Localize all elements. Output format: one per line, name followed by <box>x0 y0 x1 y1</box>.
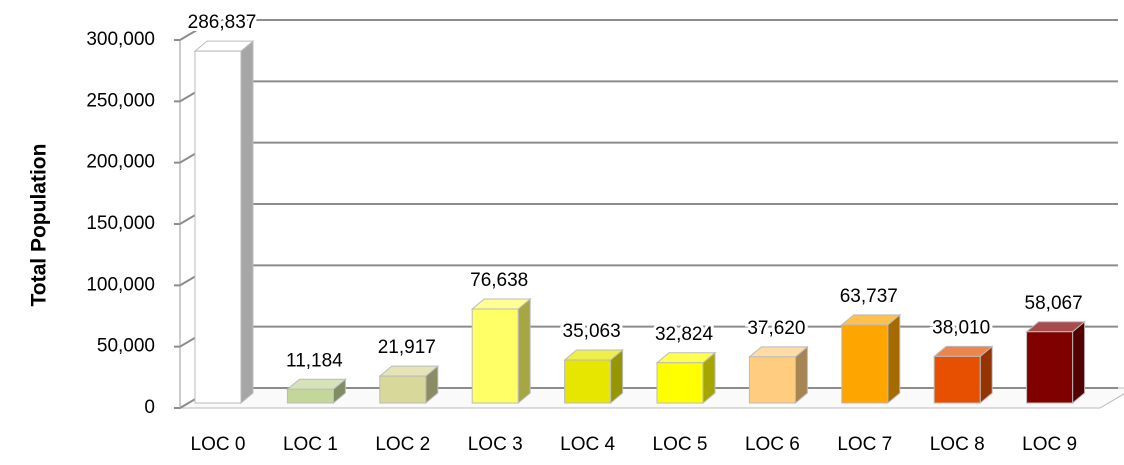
bar-front <box>379 375 427 404</box>
x-tick-label: LOC 3 <box>468 434 523 455</box>
bar-front <box>194 50 242 404</box>
value-label: 58,067 <box>1025 293 1083 314</box>
value-label: 38,010 <box>932 317 990 338</box>
y-tick-label: 250,000 <box>86 90 155 111</box>
y-tick-label: 100,000 <box>86 274 155 295</box>
y-tick-label: 150,000 <box>86 213 155 234</box>
bar-side <box>240 40 254 405</box>
x-tick-label: LOC 1 <box>283 434 338 455</box>
grid-line <box>174 19 1118 41</box>
bar-front <box>748 356 796 404</box>
x-tick-label: LOC 6 <box>745 434 800 455</box>
x-tick-label: LOC 9 <box>1022 434 1077 455</box>
y-tick-label: 300,000 <box>86 29 155 50</box>
bar <box>470 297 532 405</box>
x-tick-label: LOC 7 <box>837 434 892 455</box>
value-label: 11,184 <box>286 350 343 371</box>
value-label: 63,737 <box>840 286 898 307</box>
bar-front <box>1026 331 1074 404</box>
y-tick-label: 200,000 <box>86 152 155 173</box>
y-axis-title: Total Population <box>28 144 51 307</box>
bar-front <box>286 388 334 404</box>
bar <box>286 378 347 405</box>
x-tick-label: LOC 4 <box>560 434 615 455</box>
value-label: 76,638 <box>470 270 528 291</box>
grid-line <box>174 264 1118 287</box>
x-tick-label: LOC 8 <box>930 434 985 455</box>
value-label: 286,837 <box>188 12 257 33</box>
bar <box>563 348 624 405</box>
value-label: 35,063 <box>563 321 621 342</box>
bar <box>655 351 717 405</box>
bar <box>1025 320 1086 405</box>
bar <box>378 365 440 405</box>
bar-front <box>564 359 612 404</box>
value-label: 37,620 <box>747 318 805 339</box>
grid-line <box>174 80 1118 103</box>
bar <box>840 313 902 405</box>
bar <box>932 345 994 405</box>
bar-side <box>1072 320 1086 405</box>
bar <box>193 40 255 405</box>
x-tick-label: LOC 5 <box>653 434 708 455</box>
value-label: 32,824 <box>655 324 714 345</box>
y-tick-label: 0 <box>144 397 155 418</box>
bar-side <box>517 297 531 405</box>
bar-front <box>656 362 704 404</box>
x-tick-label: LOC 2 <box>375 434 430 455</box>
bar-side <box>887 313 901 405</box>
x-tick-label: LOC 0 <box>191 434 246 455</box>
bar <box>748 345 809 405</box>
bar-front <box>933 355 981 404</box>
bar-front <box>471 308 519 404</box>
y-tick-label: 50,000 <box>97 336 155 357</box>
value-label: 21,917 <box>378 337 436 358</box>
grid-line <box>174 141 1118 164</box>
bar-front <box>841 324 889 404</box>
grid-line <box>174 203 1118 225</box>
